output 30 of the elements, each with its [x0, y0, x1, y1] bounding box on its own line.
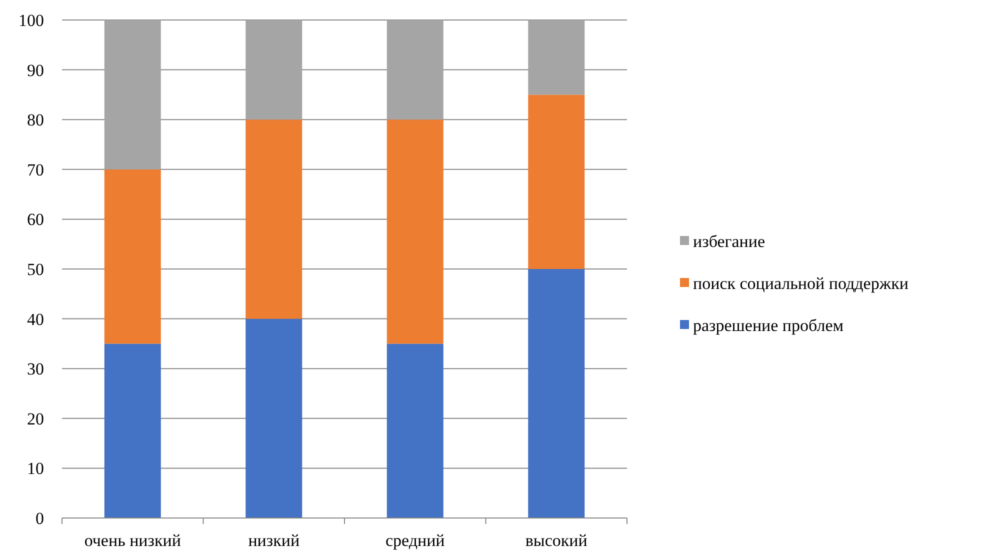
bar	[104, 344, 161, 518]
bar	[528, 94, 585, 269]
y-tick-label: 0	[36, 508, 44, 528]
bar	[386, 120, 444, 344]
y-tick-label: 50	[27, 260, 44, 279]
legend-label: разрешение проблем	[693, 316, 844, 335]
y-tick-label: 90	[27, 60, 44, 80]
x-tick-label: низкий	[248, 531, 300, 550]
y-tick-label: 30	[27, 360, 44, 379]
bar	[386, 344, 444, 518]
bar	[528, 269, 585, 518]
bar	[104, 169, 161, 344]
x-tick-label: средний	[385, 531, 445, 550]
x-tick-label: высокий	[525, 531, 588, 550]
y-tick-label: 10	[27, 459, 44, 478]
y-tick-label: 70	[27, 160, 44, 180]
y-tick-label: 20	[27, 409, 44, 428]
bar	[246, 120, 302, 319]
legend-label: избегание	[693, 232, 766, 251]
y-tick-label: 40	[27, 310, 44, 329]
bar	[246, 20, 302, 120]
bar	[246, 318, 302, 518]
legend-label: поиск социальной поддержки	[693, 274, 908, 293]
x-tick-label: очень низкий	[84, 531, 181, 550]
y-tick-label: 60	[27, 210, 44, 230]
bar	[386, 20, 444, 120]
bar	[528, 20, 585, 95]
y-tick-label: 100	[18, 10, 44, 30]
bar	[104, 20, 161, 170]
y-tick-label: 80	[27, 110, 44, 130]
